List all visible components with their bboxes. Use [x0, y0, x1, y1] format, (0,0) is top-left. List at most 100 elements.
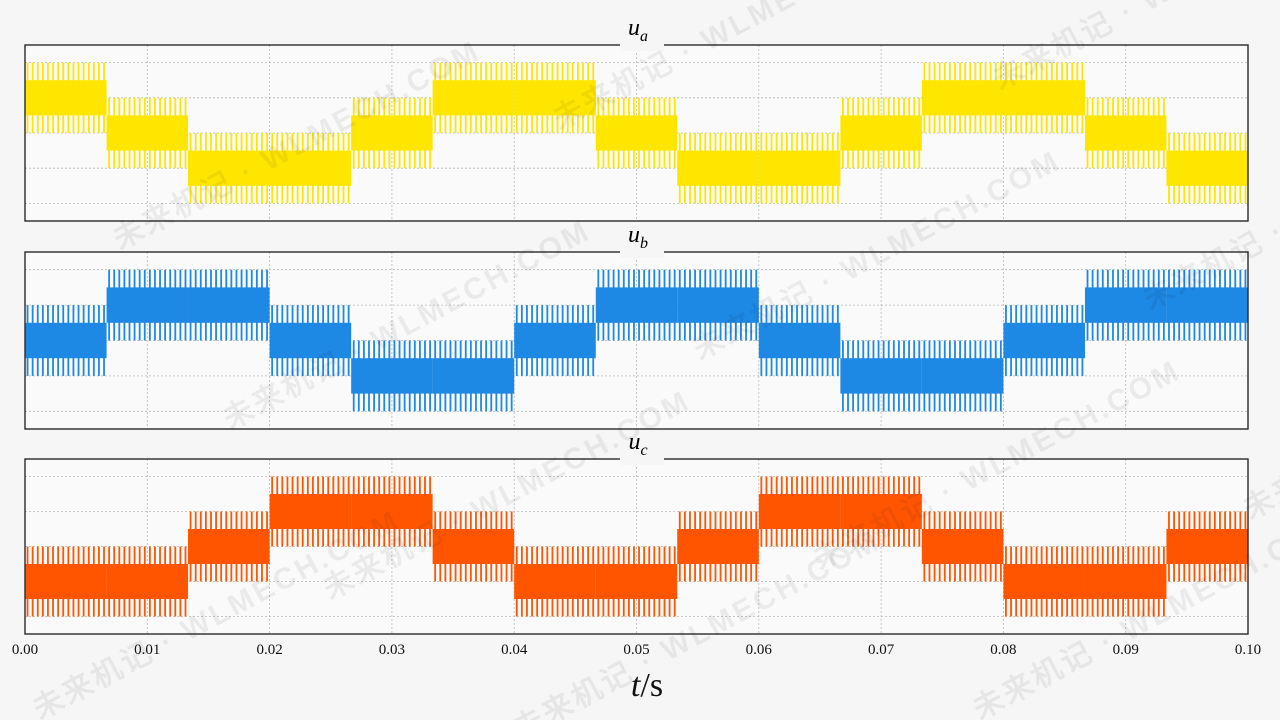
pwm-pulse	[439, 392, 442, 412]
pwm-pulse	[587, 598, 590, 617]
pwm-pulse	[643, 149, 646, 169]
pwm-pulse	[887, 97, 890, 117]
pwm-pulse	[847, 340, 849, 360]
pwm-pulse	[87, 305, 90, 324]
pwm-pulse	[291, 357, 294, 376]
pwm-pulse	[536, 546, 539, 565]
x-axis-variable: t	[631, 667, 642, 704]
pwm-pulse	[862, 392, 865, 412]
pwm-pulse	[617, 546, 620, 565]
pwm-pulse	[699, 133, 702, 152]
pwm-pulse	[398, 476, 401, 495]
pwm-pulse	[989, 340, 992, 360]
waveform-segment	[758, 494, 841, 529]
pwm-pulse	[587, 546, 590, 565]
pwm-pulse	[159, 269, 161, 289]
pwm-pulse	[872, 340, 875, 360]
pwm-pulse	[123, 269, 126, 289]
pwm-pulse	[964, 511, 967, 530]
pwm-pulse	[1224, 563, 1226, 582]
pwm-pulse	[683, 184, 686, 204]
pwm-pulse	[658, 269, 661, 289]
pwm-pulse	[1213, 133, 1216, 152]
pwm-pulse	[745, 133, 747, 152]
pwm-pulse	[541, 546, 544, 565]
pwm-pulse	[862, 528, 865, 547]
pwm-pulse	[836, 357, 839, 376]
pwm-pulse	[847, 149, 849, 169]
pwm-pulse	[143, 598, 146, 617]
pwm-pulse	[1040, 62, 1043, 82]
pwm-pulse	[444, 340, 447, 360]
pwm-pulse	[816, 476, 819, 495]
pwm-pulse	[301, 476, 304, 495]
pwm-pulse	[1188, 563, 1191, 582]
pwm-pulse	[755, 321, 758, 341]
pwm-pulse	[36, 114, 39, 133]
pwm-pulse	[72, 546, 75, 565]
pwm-pulse	[449, 511, 452, 530]
pwm-pulse	[918, 476, 921, 495]
pwm-pulse	[1076, 305, 1079, 324]
pwm-pulse	[643, 598, 646, 617]
pwm-pulse	[67, 598, 70, 617]
pwm-pulse	[643, 97, 646, 117]
pwm-pulse	[159, 321, 161, 341]
pwm-pulse	[1045, 546, 1048, 565]
pwm-pulse	[984, 114, 987, 133]
pwm-pulse	[184, 598, 187, 617]
pwm-pulse	[261, 563, 263, 582]
pwm-pulse	[424, 149, 426, 169]
pwm-pulse	[704, 133, 707, 152]
pwm-pulse	[164, 97, 167, 117]
pwm-pulse	[363, 528, 365, 547]
pwm-pulse	[526, 62, 528, 82]
pwm-pulse	[77, 305, 80, 324]
pwm-pulse	[923, 114, 926, 133]
pwm-pulse	[892, 528, 895, 547]
pwm-pulse	[490, 340, 493, 360]
pwm-pulse	[887, 149, 890, 169]
pwm-pulse	[199, 511, 202, 530]
pwm-pulse	[622, 97, 625, 117]
pwm-pulse	[363, 340, 365, 360]
pwm-pulse	[133, 149, 136, 169]
pwm-pulse	[1117, 97, 1119, 117]
pwm-pulse	[984, 563, 987, 582]
pwm-pulse	[556, 62, 559, 82]
pwm-pulse	[1183, 269, 1186, 289]
pwm-pulse	[760, 476, 763, 495]
x-tick-label: 0.00	[12, 642, 38, 658]
pwm-pulse	[1030, 305, 1033, 324]
pwm-pulse	[490, 511, 493, 530]
pwm-pulse	[347, 305, 350, 324]
pwm-pulse	[1117, 269, 1119, 289]
pwm-pulse	[954, 114, 956, 133]
pwm-pulse	[393, 97, 396, 117]
pwm-pulse	[785, 184, 788, 204]
pwm-pulse	[133, 598, 136, 617]
pwm-pulse	[286, 184, 289, 204]
pwm-pulse	[943, 392, 946, 412]
pwm-pulse	[984, 62, 987, 82]
pwm-pulse	[154, 269, 156, 289]
pwm-pulse	[592, 305, 595, 324]
pwm-pulse	[464, 114, 467, 133]
pwm-pulse	[704, 563, 707, 582]
waveform-segment	[351, 358, 433, 394]
pwm-pulse	[1056, 114, 1058, 133]
pwm-pulse	[215, 321, 217, 341]
pwm-pulse	[475, 340, 477, 360]
pwm-pulse	[1035, 546, 1038, 565]
pwm-pulse	[128, 546, 131, 565]
pwm-pulse	[174, 321, 177, 341]
pwm-pulse	[780, 184, 783, 204]
pwm-pulse	[301, 528, 304, 547]
pwm-pulse	[928, 62, 931, 82]
pwm-pulse	[352, 476, 355, 495]
pwm-pulse	[577, 357, 579, 376]
pwm-pulse	[1040, 114, 1043, 133]
pwm-pulse	[154, 97, 156, 117]
pwm-pulse	[806, 528, 809, 547]
pwm-pulse	[266, 563, 268, 582]
